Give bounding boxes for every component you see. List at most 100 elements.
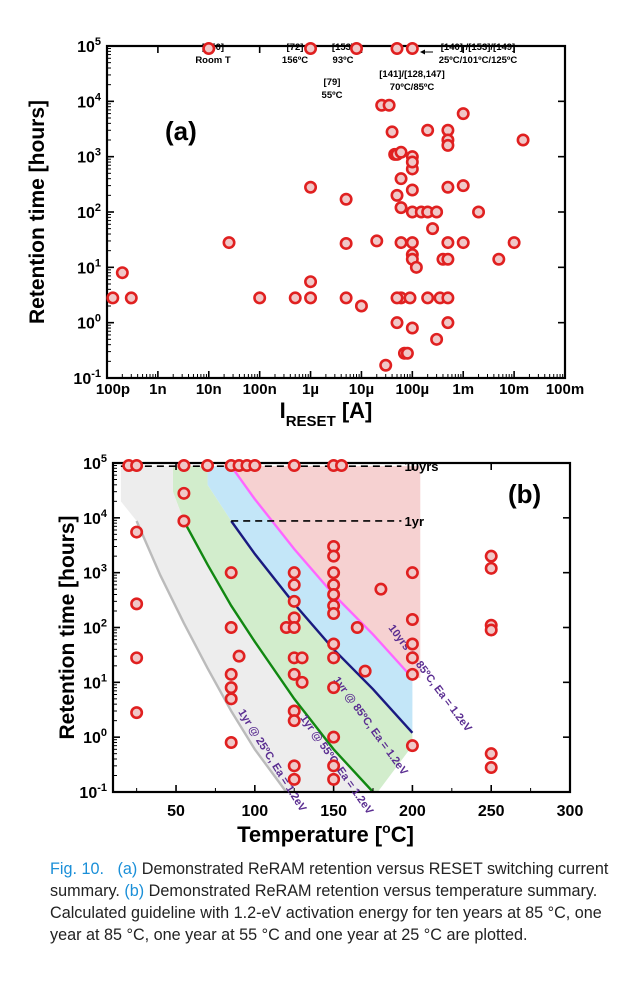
- data-point-b: [295, 651, 309, 665]
- caption-figure-label: Fig. 10.: [50, 860, 104, 878]
- x-tick-label-b: 100: [241, 803, 268, 820]
- data-point-b: [484, 549, 498, 563]
- panel-label-a: (a): [165, 116, 197, 146]
- data-point-b: [405, 739, 419, 753]
- data-point-b: [287, 759, 301, 773]
- data-point-a: [394, 145, 408, 159]
- guideline-curve: [135, 520, 288, 793]
- y-tick-label-a: 102: [77, 202, 101, 222]
- data-point-b: [484, 561, 498, 575]
- figure: 100p 1n 10n 100n 1µ 10µ 100µ 1m 10m 100m10-110010…: [26, 36, 584, 847]
- annotation-arrowhead-a: [420, 49, 425, 55]
- x-tick-label-a: 100n: [243, 381, 277, 398]
- data-point-a: [304, 291, 318, 305]
- data-point-a: [441, 236, 455, 250]
- data-point-a: [441, 138, 455, 152]
- data-point-a: [405, 155, 419, 169]
- data-point-b: [130, 651, 144, 665]
- data-point-b: [295, 675, 309, 689]
- data-point-b: [327, 759, 341, 773]
- annotation-text-a: [141]/[128,147]: [379, 69, 444, 80]
- data-point-b: [130, 597, 144, 611]
- data-point-b: [405, 612, 419, 626]
- x-tick-label-a: 10µ: [349, 381, 374, 398]
- data-point-a: [390, 316, 404, 330]
- data-point-b: [224, 667, 238, 681]
- data-point-a: [222, 236, 236, 250]
- data-point-a: [115, 266, 129, 280]
- caption-a-text: Demonstrated ReRAM retention versus RESE…: [50, 860, 609, 900]
- data-point-a: [516, 133, 530, 147]
- data-point-a: [405, 236, 419, 250]
- data-point-a: [390, 188, 404, 202]
- data-point-b: [224, 692, 238, 706]
- data-point-b: [405, 651, 419, 665]
- data-point-a: [472, 205, 486, 219]
- annotation-text-a: 93ºC: [333, 55, 354, 66]
- data-point-a: [430, 205, 444, 219]
- data-point-a: [394, 172, 408, 186]
- data-point-a: [370, 234, 384, 248]
- data-point-b: [248, 459, 262, 473]
- data-point-b: [405, 566, 419, 580]
- data-point-b: [130, 706, 144, 720]
- data-point-a: [339, 291, 353, 305]
- data-point-a: [394, 201, 408, 215]
- data-point-a: [400, 346, 414, 360]
- data-point-a: [354, 299, 368, 313]
- data-point-a: [106, 291, 120, 305]
- annotation-text-a: [72]: [287, 42, 304, 53]
- data-point-b: [287, 594, 301, 608]
- data-point-a: [339, 192, 353, 206]
- data-point-b: [224, 566, 238, 580]
- x-tick-label-a: 100m: [546, 381, 584, 398]
- data-point-b: [327, 772, 341, 786]
- data-point-b: [350, 620, 364, 634]
- data-point-b: [484, 760, 498, 774]
- data-point-a: [441, 316, 455, 330]
- data-point-a: [382, 98, 396, 112]
- data-point-b: [177, 486, 191, 500]
- caption-a-label: (a): [117, 860, 138, 878]
- data-point-a: [379, 358, 393, 372]
- data-point-a: [202, 42, 216, 56]
- data-point-b: [177, 459, 191, 473]
- guideline-curve: [230, 465, 414, 679]
- x-tick-label-a: 1n: [149, 381, 167, 398]
- y-tick-label-b: 101: [83, 672, 107, 692]
- data-point-a: [430, 332, 444, 346]
- x-tick-label-a: 1µ: [302, 381, 319, 398]
- data-point-b: [287, 566, 301, 580]
- data-point-b: [484, 623, 498, 637]
- data-point-a: [409, 260, 423, 274]
- data-point-a: [390, 291, 404, 305]
- data-point-a: [304, 180, 318, 194]
- y-tick-label-a: 10-1: [73, 368, 101, 388]
- x-axis-label-b: Temperature [oC]: [237, 820, 414, 847]
- x-axis-label-a: IRESET [A]: [280, 398, 373, 430]
- x-tick-label-a: 1m: [452, 381, 474, 398]
- data-point-b: [334, 459, 348, 473]
- data-point-a: [441, 252, 455, 266]
- data-point-b: [287, 620, 301, 634]
- caption-b-text: Demonstrated ReRAM retention versus temp…: [50, 882, 602, 944]
- data-point-b: [224, 620, 238, 634]
- data-point-a: [350, 42, 364, 56]
- region-10yrs-85c: [231, 466, 421, 678]
- x-tick-label-b: 300: [557, 803, 584, 820]
- y-axis-label-a: Retention time [hours]: [26, 100, 49, 324]
- data-point-a: [304, 275, 318, 289]
- data-point-b: [484, 747, 498, 761]
- annotation-text-a: 70ºC/85ºC: [390, 82, 435, 93]
- data-point-a: [405, 321, 419, 335]
- data-point-b: [232, 649, 246, 663]
- data-point-a: [492, 252, 506, 266]
- data-point-a: [339, 236, 353, 250]
- data-point-b: [374, 582, 388, 596]
- figure-caption: Fig. 10. (a) Demonstrated ReRAM retentio…: [50, 858, 610, 946]
- region-1yr-25c: [120, 466, 374, 792]
- data-point-b: [224, 681, 238, 695]
- x-tick-label-b: 250: [478, 803, 505, 820]
- x-tick-label-b: 150: [320, 803, 347, 820]
- y-tick-label-b: 103: [83, 563, 107, 583]
